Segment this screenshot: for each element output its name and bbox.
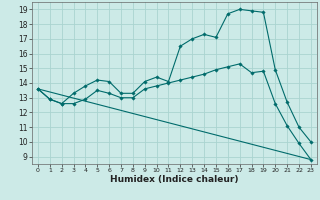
X-axis label: Humidex (Indice chaleur): Humidex (Indice chaleur) <box>110 175 239 184</box>
